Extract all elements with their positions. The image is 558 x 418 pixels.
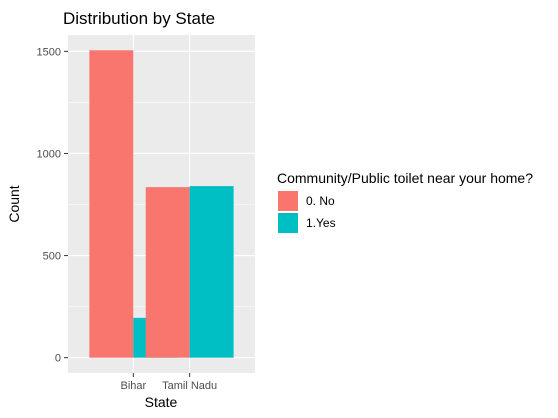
x-tick-label: Tamil Nadu [162, 380, 217, 392]
legend-label: 0. No [306, 194, 335, 208]
bar-bihar-no [89, 50, 134, 358]
bar-tamil-nadu-no [145, 187, 190, 358]
y-tick-label: 0 [55, 353, 61, 365]
x-axis-title: State [145, 394, 178, 410]
chart-title: Distribution by State [63, 9, 215, 28]
bar-tamil-nadu-yes [189, 186, 234, 358]
y-tick-label: 1500 [37, 46, 61, 58]
legend-swatch [278, 213, 298, 233]
legend-title: Community/Public toilet near your home? [277, 170, 533, 186]
x-axis-ticks: Bihar Tamil Nadu [120, 373, 217, 392]
legend-label: 1.Yes [306, 216, 336, 230]
legend: Community/Public toilet near your home? … [277, 170, 533, 233]
bars [89, 50, 234, 358]
y-axis-ticks: 0 500 1000 1500 [37, 46, 68, 365]
y-tick-label: 1000 [37, 148, 61, 160]
x-tick-label: Bihar [120, 380, 146, 392]
y-tick-label: 500 [43, 251, 61, 263]
legend-swatch [278, 191, 298, 211]
y-axis-title: Count [6, 185, 22, 222]
